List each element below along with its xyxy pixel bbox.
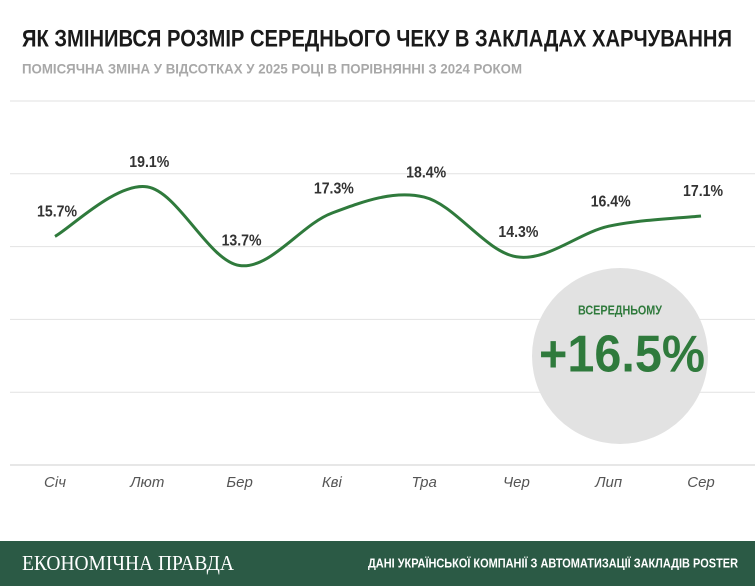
chart-title: ЯК ЗМІНИВСЯ РОЗМІР СЕРЕДНЬОГО ЧЕКУ В ЗАК… — [22, 25, 732, 52]
data-label: 19.1% — [129, 154, 169, 171]
footer-logo: ЕКОНОМІЧНА ПРАВДА — [22, 551, 235, 575]
footer-source: ДАНІ УКРАЇНСЬКОЇ КОМПАНІЇ З АВТОМАТИЗАЦІ… — [368, 555, 739, 570]
footer-band — [0, 541, 755, 586]
data-label: 14.3% — [498, 224, 538, 241]
data-label: 15.7% — [37, 204, 77, 221]
data-label: 13.7% — [222, 233, 262, 250]
chart-subtitle: ПОМІСЯЧНА ЗМІНА У ВІДСОТКАХ У 2025 РОЦІ … — [22, 61, 522, 77]
data-label: 17.3% — [314, 180, 354, 197]
x-tick-label: Бер — [226, 474, 252, 491]
x-tick-label: Чер — [503, 474, 530, 491]
average-value: +16.5% — [539, 326, 705, 384]
x-tick-label: Лип — [594, 474, 622, 491]
x-tick-label: Січ — [44, 474, 66, 491]
average-label: ВСЕРЕДНЬОМУ — [578, 302, 663, 317]
x-tick-label: Лют — [129, 474, 164, 491]
data-label: 18.4% — [406, 164, 446, 181]
line — [54, 185, 702, 268]
data-label: 16.4% — [591, 193, 631, 210]
x-tick-label: Сер — [687, 474, 715, 491]
x-tick-label: Тра — [411, 474, 436, 491]
average-circle — [532, 268, 708, 444]
x-tick-label: Кві — [322, 474, 343, 491]
data-label: 17.1% — [683, 183, 723, 200]
